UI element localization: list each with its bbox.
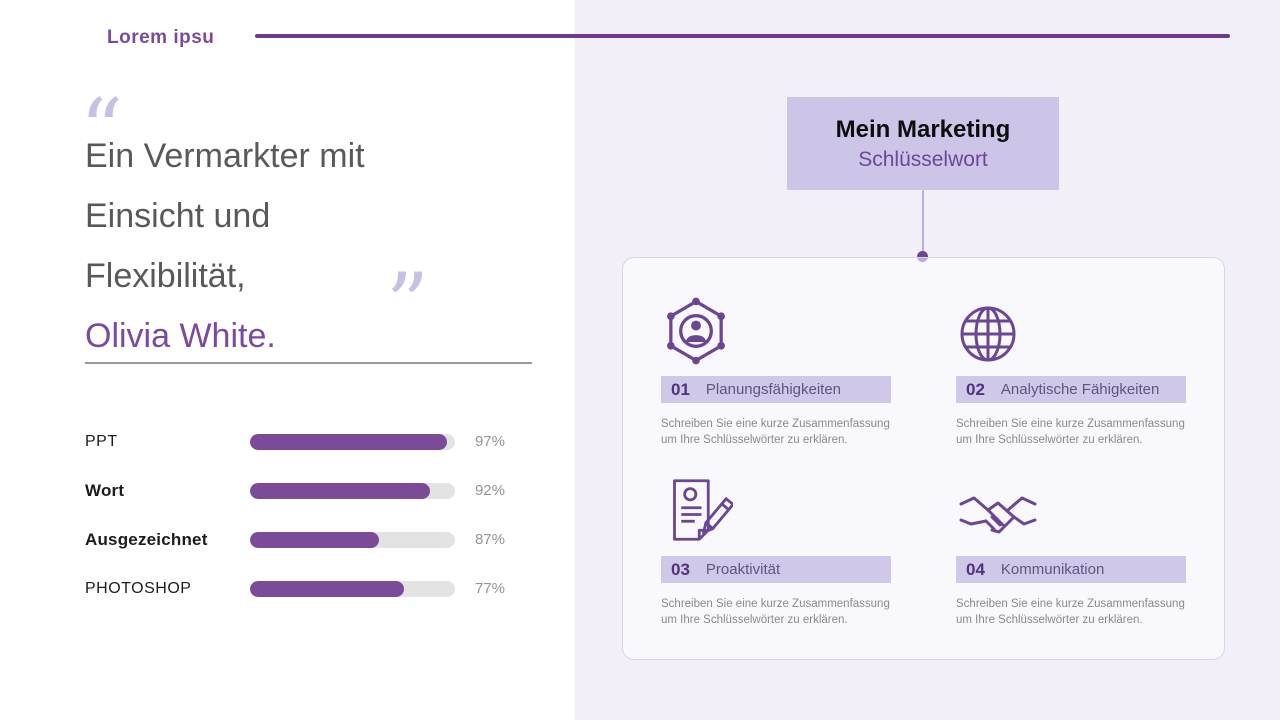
skill-bar-track xyxy=(250,482,455,499)
item-description: Schreiben Sie eine kurze Zusammenfassung… xyxy=(956,598,1185,627)
globe-icon xyxy=(956,282,1191,376)
skills-chart: PPT 97% Wort 92% Ausgezeichnet 87% PHOTO… xyxy=(85,417,505,613)
marketing-title: Mein Marketing xyxy=(835,115,1011,143)
card-item-proaktiv: 03 Proaktivität Schreiben Sie eine kurze… xyxy=(661,462,896,628)
skill-bar-fill xyxy=(250,482,431,499)
connector-dot xyxy=(917,251,928,262)
skill-bar-track xyxy=(250,580,455,597)
item-title: Analytische Fähigkeiten xyxy=(1000,381,1160,398)
connector-line xyxy=(922,190,924,254)
item-label-bar: 02 Analytische Fähigkeiten xyxy=(956,376,1186,403)
skill-bar-fill xyxy=(250,580,404,597)
skill-value: 97% xyxy=(474,433,505,450)
skill-value: 92% xyxy=(474,482,505,499)
item-number: 03 xyxy=(671,559,690,579)
skill-value: 87% xyxy=(474,531,505,548)
skill-label: Wort xyxy=(85,480,125,500)
item-number: 01 xyxy=(671,379,690,399)
skill-value: 77% xyxy=(474,580,505,597)
item-title: Kommunikation xyxy=(1000,561,1105,578)
open-quote-icon: “ xyxy=(80,81,123,179)
marketing-header-box: Mein Marketing Schlüsselwort xyxy=(787,97,1059,190)
quote-heading: Ein Vermarkter mit Einsicht und Flexibil… xyxy=(85,126,365,366)
skill-row: PHOTOSHOP 77% xyxy=(85,564,505,613)
network-person-icon xyxy=(661,282,896,376)
item-title: Planungsfähigkeiten xyxy=(705,381,842,398)
item-title: Proaktivität xyxy=(705,561,781,578)
item-label-bar: 04 Kommunikation xyxy=(956,556,1186,583)
document-pencil-icon xyxy=(661,462,896,556)
item-number: 04 xyxy=(966,559,985,579)
skill-row: PPT 97% xyxy=(85,417,505,466)
handshake-icon xyxy=(956,462,1191,556)
close-quote-icon: ” xyxy=(386,255,429,353)
item-description: Schreiben Sie eine kurze Zusammenfassung… xyxy=(956,418,1185,447)
card-item-kommunikation: 04 Kommunikation Schreiben Sie eine kurz… xyxy=(956,462,1191,628)
item-number: 02 xyxy=(966,379,985,399)
skill-label: PHOTOSHOP xyxy=(85,579,192,597)
item-label-bar: 03 Proaktivität xyxy=(661,556,891,583)
skill-bar-track xyxy=(250,433,455,450)
skill-label: PPT xyxy=(85,432,118,450)
brand-logo: Lorem ipsu xyxy=(107,27,215,48)
item-description: Schreiben Sie eine kurze Zusammenfassung… xyxy=(661,598,890,627)
skill-bar-track xyxy=(250,531,455,548)
card-item-planung: 01 Planungsfähigkeiten Schreiben Sie ein… xyxy=(661,282,896,448)
quote-underline xyxy=(85,362,532,364)
marketing-subtitle: Schlüsselwort xyxy=(858,147,988,171)
item-label-bar: 01 Planungsfähigkeiten xyxy=(661,376,891,403)
header-divider-line xyxy=(255,34,1230,38)
quote-line: Ein Vermarkter mit xyxy=(85,137,365,175)
card-item-analytisch: 02 Analytische Fähigkeiten Schreiben Sie… xyxy=(956,282,1191,448)
quote-author: Olivia White. xyxy=(85,317,276,355)
skill-row: Ausgezeichnet 87% xyxy=(85,515,505,564)
skill-row: Wort 92% xyxy=(85,466,505,515)
quote-line: Flexibilität, xyxy=(85,257,246,295)
skill-bar-fill xyxy=(250,531,380,548)
item-description: Schreiben Sie eine kurze Zusammenfassung… xyxy=(661,418,890,447)
keywords-card: 01 Planungsfähigkeiten Schreiben Sie ein… xyxy=(622,257,1225,660)
skill-label: Ausgezeichnet xyxy=(85,529,208,549)
quote-line: Einsicht und xyxy=(85,197,271,235)
skill-bar-fill xyxy=(250,433,447,450)
